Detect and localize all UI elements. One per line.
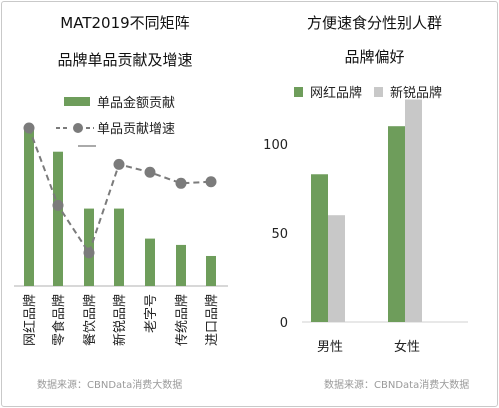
growth-point-3 bbox=[83, 247, 95, 259]
bar-6 bbox=[176, 244, 186, 286]
growth-point-5 bbox=[144, 166, 156, 178]
bar-2 bbox=[53, 151, 63, 286]
right-chart-title: 方便速食分性别人群 bbox=[306, 14, 442, 32]
bar-1 bbox=[24, 128, 34, 286]
bar-女性-2 bbox=[405, 99, 422, 322]
bar-5 bbox=[145, 238, 155, 286]
growth-point-7 bbox=[205, 176, 217, 188]
x-label-1: 男性 bbox=[317, 340, 343, 355]
x-label-4: 新锐品牌 bbox=[112, 294, 128, 346]
x-label-3: 餐饮品牌 bbox=[82, 294, 98, 346]
left-chart-plot: 单品金额贡献 单品贡献增速 网红品牌 零食品牌 餐饮品牌 新锐品牌 老字号 传统品牌 进口品… bbox=[14, 95, 228, 346]
legend-xinrui-swatch bbox=[374, 87, 383, 97]
growth-point-4 bbox=[113, 158, 125, 170]
growth-point-2 bbox=[52, 199, 64, 211]
bar-男性-1 bbox=[311, 174, 328, 322]
right-chart-panel: 方便速食分性别人群 品牌偏好 网红品牌 新锐品牌 0 50 100 男性 女性 数据来… bbox=[250, 0, 499, 408]
growth-point-6 bbox=[175, 177, 187, 189]
y-tick-0: 0 bbox=[280, 316, 288, 331]
legend-line-marker bbox=[73, 123, 83, 133]
y-tick-50: 50 bbox=[271, 227, 288, 242]
bar-4 bbox=[114, 208, 124, 286]
legend-bar-swatch bbox=[64, 97, 90, 106]
legend-line-label: 单品贡献增速 bbox=[97, 122, 175, 137]
bar-3 bbox=[84, 208, 94, 286]
legend-wanghong-swatch bbox=[294, 87, 303, 97]
x-label-1: 网红品牌 bbox=[22, 294, 38, 346]
x-label-5: 老字号 bbox=[144, 294, 159, 333]
legend-bar-label: 单品金额贡献 bbox=[97, 95, 175, 111]
left-chart-title: MAT2019不同矩阵 bbox=[60, 14, 190, 32]
right-chart-subtitle: 品牌偏好 bbox=[344, 48, 405, 66]
left-source-note: 数据来源：CBNData消费大数据 bbox=[37, 380, 183, 391]
bar-7 bbox=[206, 255, 216, 286]
bar-女性-1 bbox=[388, 126, 405, 322]
growth-point-1 bbox=[23, 122, 35, 134]
y-tick-100: 100 bbox=[263, 138, 288, 153]
bar-男性-2 bbox=[328, 215, 345, 322]
right-source-note: 数据来源：CBNData消费大数据 bbox=[324, 380, 470, 391]
x-label-6: 传统品牌 bbox=[174, 294, 190, 346]
legend-xinrui-label: 新锐品牌 bbox=[390, 85, 442, 101]
x-label-7: 进口品牌 bbox=[204, 294, 220, 346]
right-chart-plot: 网红品牌 新锐品牌 0 50 100 男性 女性 bbox=[263, 85, 468, 355]
x-label-2: 零食品牌 bbox=[51, 294, 67, 346]
left-chart-subtitle: 品牌单品贡献及增速 bbox=[57, 51, 193, 69]
x-label-2: 女性 bbox=[394, 339, 420, 355]
left-chart-panel: MAT2019不同矩阵 品牌单品贡献及增速 单品金额贡献 单品贡献增速 网红品牌… bbox=[14, 14, 228, 391]
legend-wanghong-label: 网红品牌 bbox=[310, 85, 362, 101]
